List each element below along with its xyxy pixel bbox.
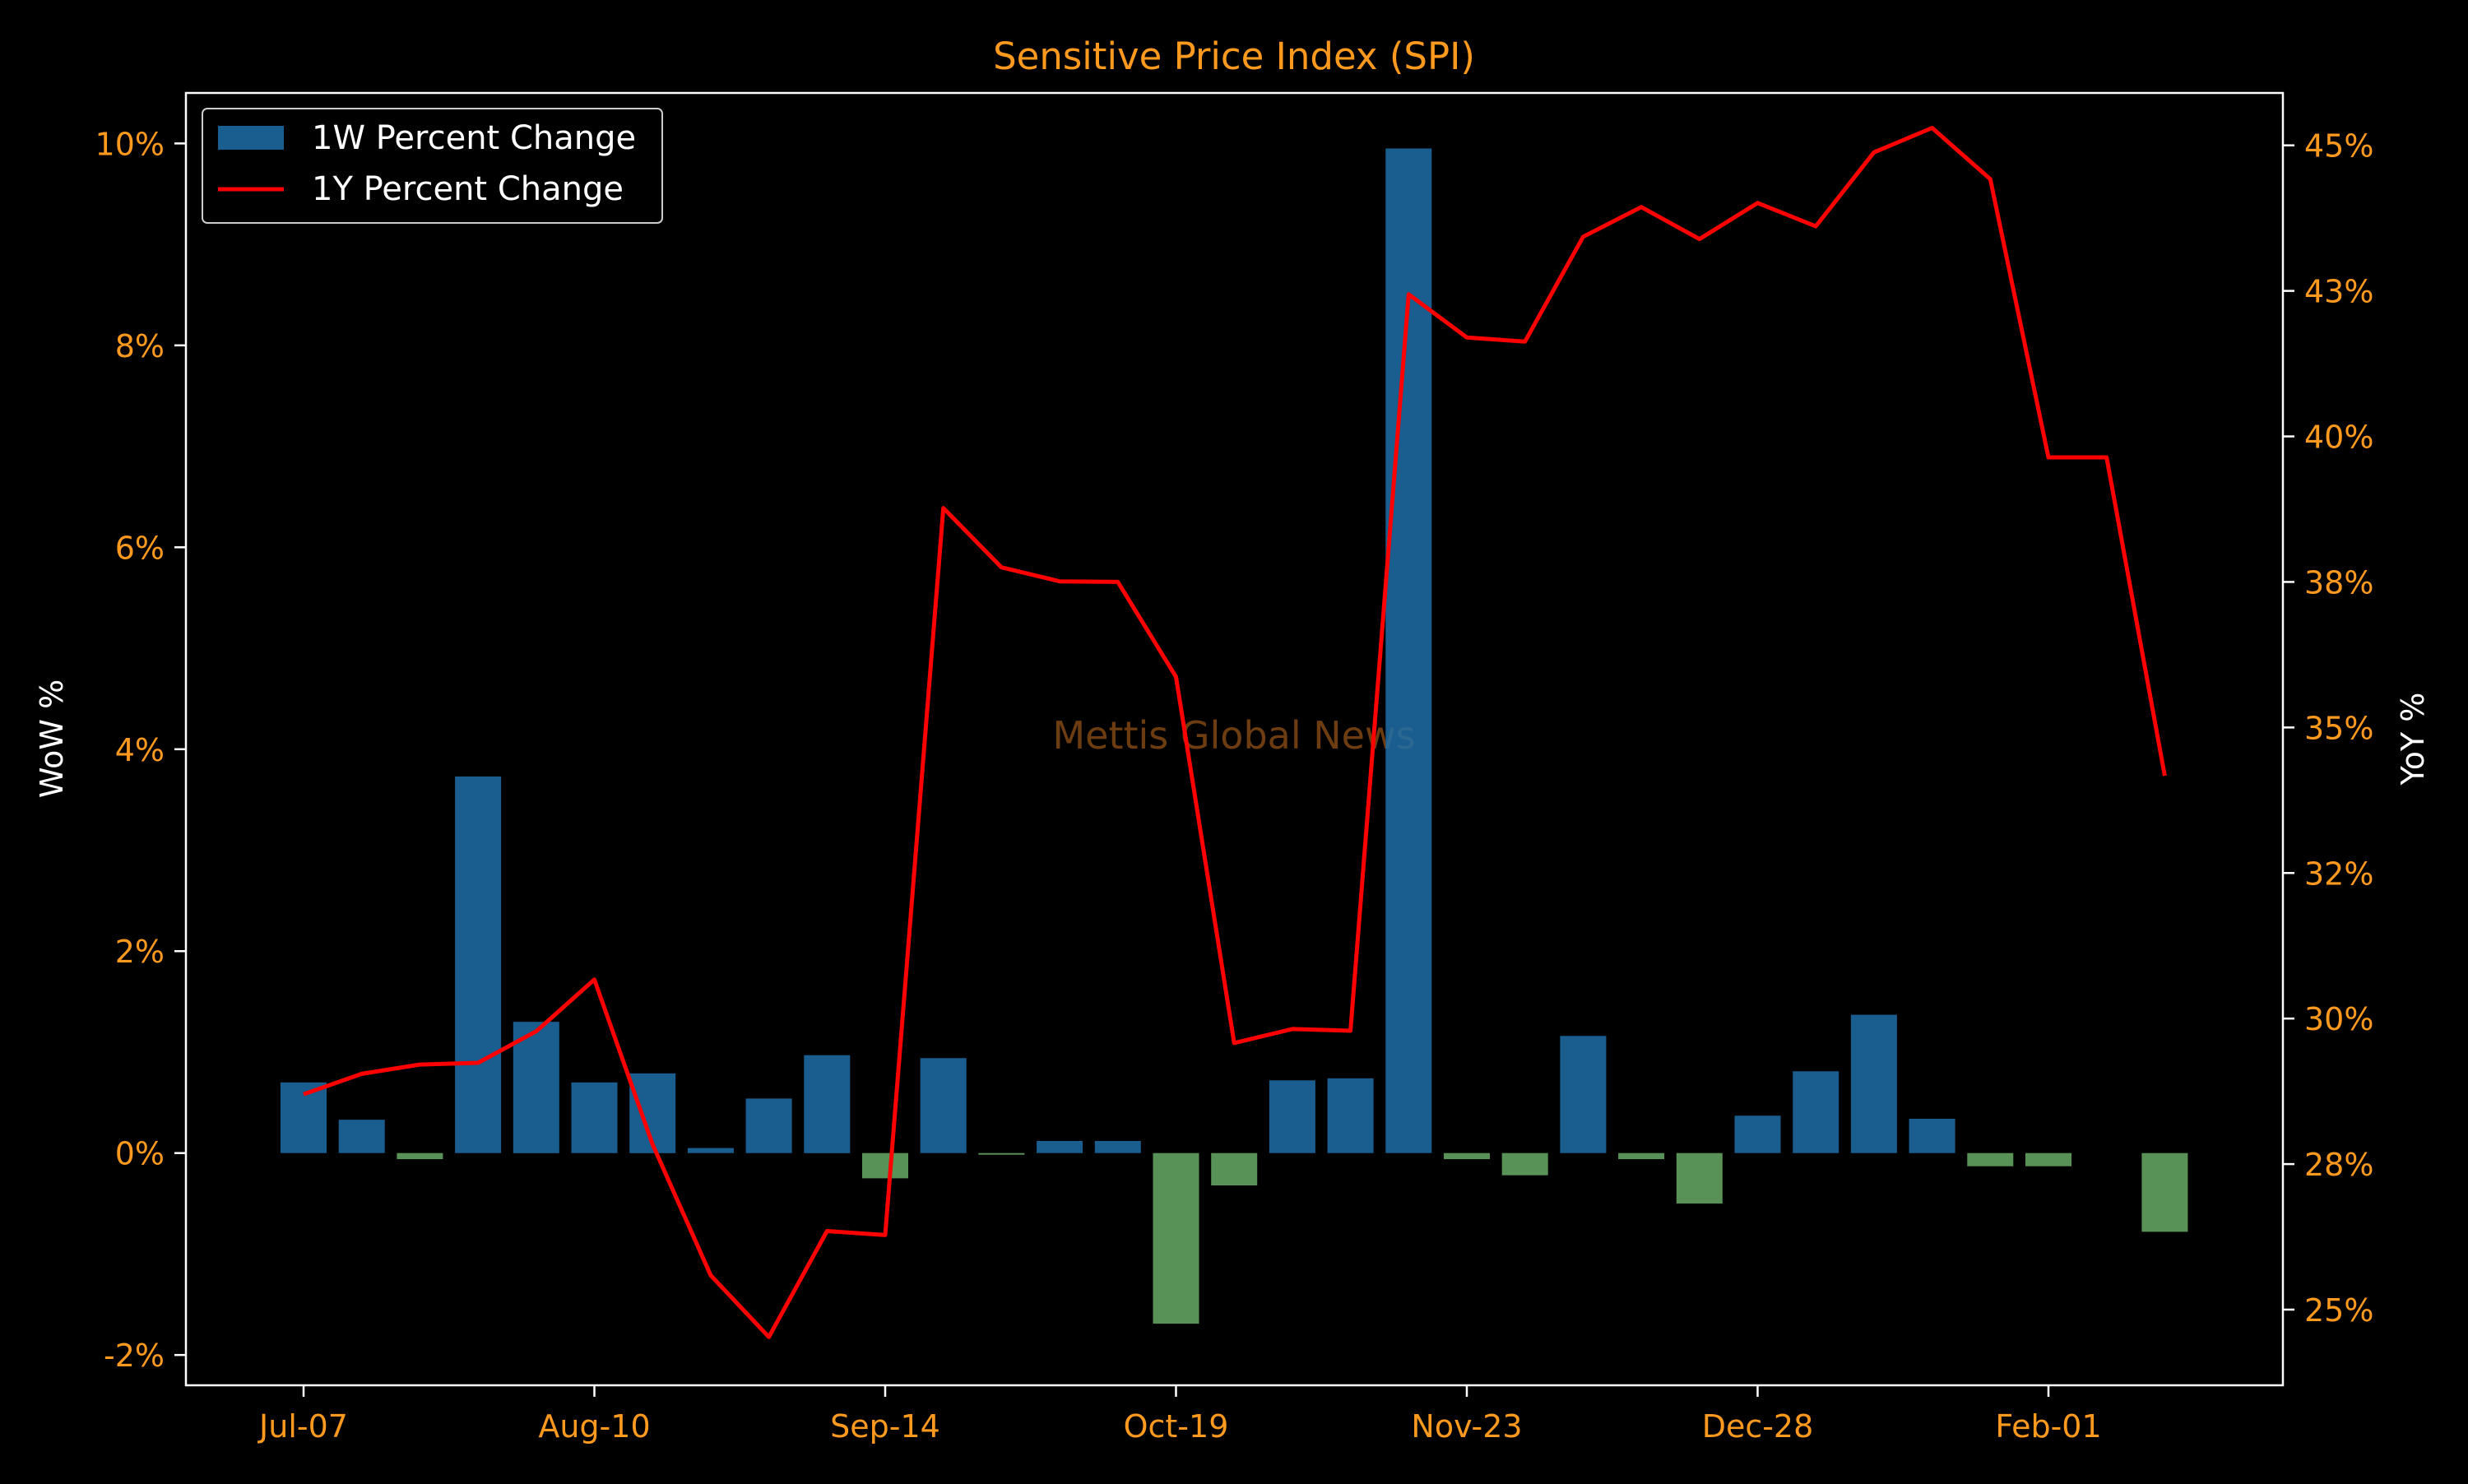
x-tick-label: Jul-07 <box>257 1408 348 1445</box>
wow-bar <box>397 1152 443 1160</box>
wow-bar <box>1501 1152 1548 1176</box>
y-right-tick-label: 25% <box>2304 1292 2373 1329</box>
wow-bar <box>1850 1014 1897 1153</box>
wow-bar <box>1037 1141 1083 1153</box>
wow-bar <box>745 1098 792 1153</box>
y-right-tick-label: 43% <box>2304 274 2373 310</box>
yoy-line <box>303 126 2167 1339</box>
y-left-tick-label: 10% <box>95 126 165 162</box>
y-right-axis-label: YoY % <box>2395 693 2431 786</box>
wow-bar <box>2141 1152 2188 1232</box>
wow-bar <box>1793 1071 1839 1153</box>
wow-bar <box>862 1152 908 1179</box>
wow-bar <box>1094 1141 1141 1153</box>
wow-bar <box>1967 1152 2014 1166</box>
y-right-tick-label: 40% <box>2304 420 2373 456</box>
y-right-tick-label: 38% <box>2304 564 2373 601</box>
y-left-tick-label: 8% <box>115 328 165 364</box>
wow-bar <box>1327 1078 1374 1153</box>
y-right-tick-label: 30% <box>2304 1001 2373 1037</box>
wow-bar <box>978 1152 1025 1155</box>
x-tick-label: Feb-01 <box>1995 1408 2101 1445</box>
wow-bar <box>571 1082 618 1153</box>
chart-title: Sensitive Price Index (SPI) <box>993 35 1475 78</box>
plot-frame <box>184 91 2285 1387</box>
y-left-tick-label: 0% <box>115 1136 165 1172</box>
legend: 1W Percent Change 1Y Percent Change <box>202 108 663 224</box>
wow-bar <box>1909 1119 1955 1153</box>
wow-bar <box>1444 1152 1490 1160</box>
y-left-tick-label: 6% <box>115 530 165 566</box>
legend-box <box>202 108 663 224</box>
x-tick-label: Dec-28 <box>1702 1408 1814 1445</box>
wow-bar <box>513 1022 559 1153</box>
legend-label-1y: 1Y Percent Change <box>312 170 624 208</box>
wow-bar <box>1676 1152 1723 1204</box>
y-right-tick-label: 32% <box>2304 856 2373 892</box>
watermark-text: Mettis Global News <box>1052 713 1415 758</box>
y-right-tick-label: 45% <box>2304 128 2373 165</box>
wow-bar <box>1269 1080 1315 1153</box>
y-right-tick-label: 28% <box>2304 1147 2373 1183</box>
wow-bar <box>1211 1152 1258 1185</box>
wow-bar <box>455 776 502 1153</box>
legend-bar-swatch <box>218 126 284 150</box>
wow-bar <box>1560 1036 1607 1153</box>
wow-bar <box>687 1148 734 1153</box>
line-layer <box>303 126 2167 1339</box>
x-tick-label: Sep-14 <box>830 1408 940 1445</box>
x-tick-label: Oct-19 <box>1124 1408 1229 1445</box>
wow-bar <box>1153 1152 1199 1324</box>
y-left-tick-label: 4% <box>115 732 165 768</box>
wow-bar <box>338 1120 385 1153</box>
y-left-tick-label: -2% <box>104 1338 165 1374</box>
legend-label-1w: 1W Percent Change <box>312 119 636 157</box>
y-left-tick-label: 2% <box>115 934 165 970</box>
wow-bar <box>920 1058 967 1153</box>
wow-bar <box>2025 1152 2071 1166</box>
axes-layer: -2% 0% 2% 4% 6% 8% 10% 25% 28% 30% 32% 35% 38% 40% 43%… <box>95 126 2374 1445</box>
y-left-axis-label: WoW % <box>34 679 70 798</box>
wow-bar <box>804 1055 851 1153</box>
x-tick-label: Nov-23 <box>1411 1408 1522 1445</box>
wow-bar <box>1734 1115 1781 1153</box>
y-right-tick-label: 35% <box>2304 710 2373 746</box>
x-tick-label: Aug-10 <box>538 1408 650 1445</box>
wow-bar <box>1618 1152 1665 1160</box>
